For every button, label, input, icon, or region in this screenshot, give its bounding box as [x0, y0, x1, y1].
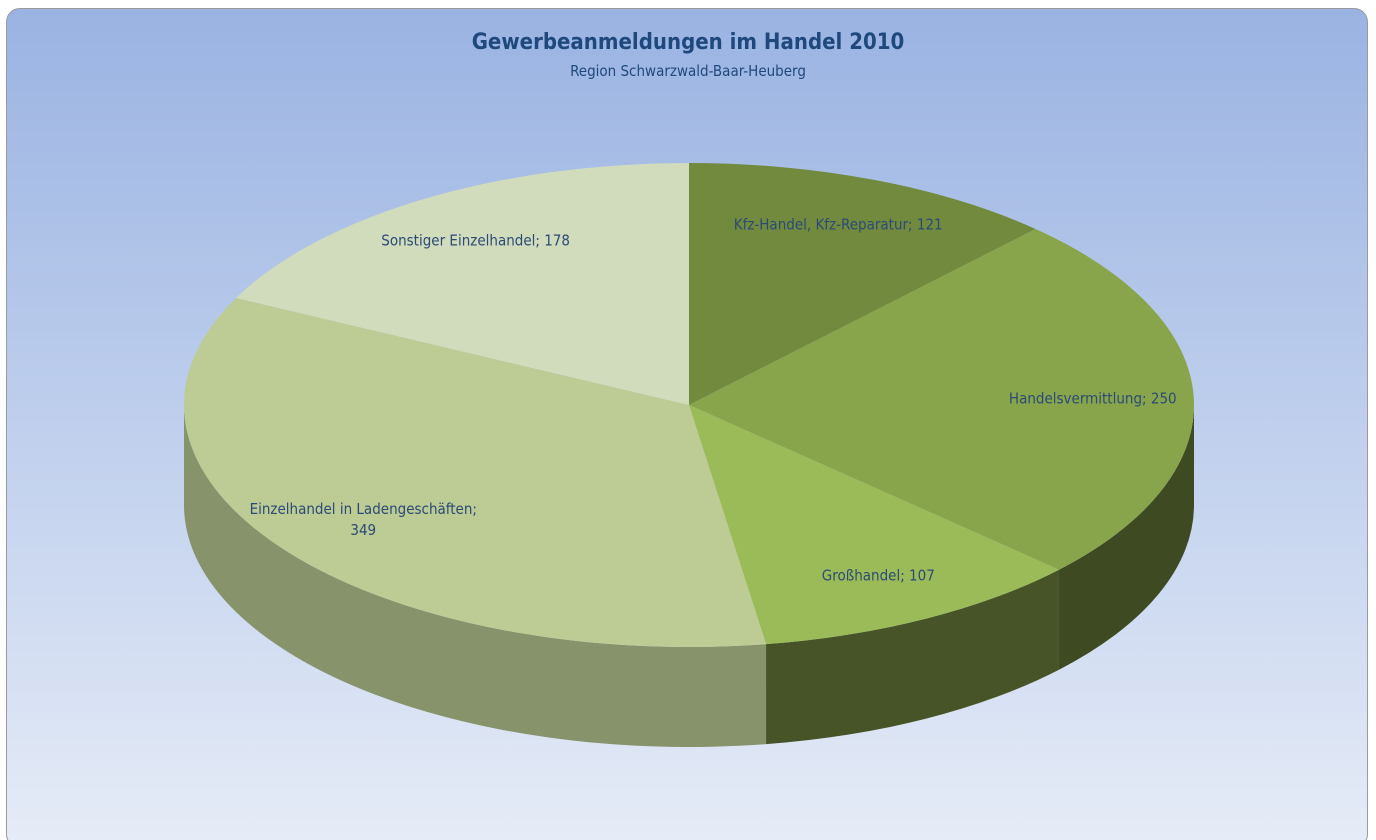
pie-slice [236, 163, 689, 405]
data-label: Sonstiger Einzelhandel; 178 [381, 231, 570, 250]
data-label: Handelsvermittlung; 250 [1008, 389, 1177, 408]
data-label: Einzelhandel in Ladengeschäften; 349 [249, 499, 477, 539]
pie-slice-side [1058, 405, 1194, 670]
pie-slice [689, 405, 1059, 645]
data-label: Kfz-Handel, Kfz-Reparatur; 121 [733, 215, 943, 234]
chart-title: Gewerbeanmeldungen im Handel 2010 [471, 30, 905, 55]
pie-slice-side [184, 405, 767, 747]
pie-slice [689, 229, 1195, 570]
pie-slice-side [766, 569, 1059, 745]
pie-slice [183, 298, 767, 647]
data-label: Großhandel; 107 [821, 566, 935, 585]
pie-slice [689, 163, 1036, 405]
chart-subtitle: Region Schwarzwald-Baar-Heuberg [570, 62, 806, 80]
